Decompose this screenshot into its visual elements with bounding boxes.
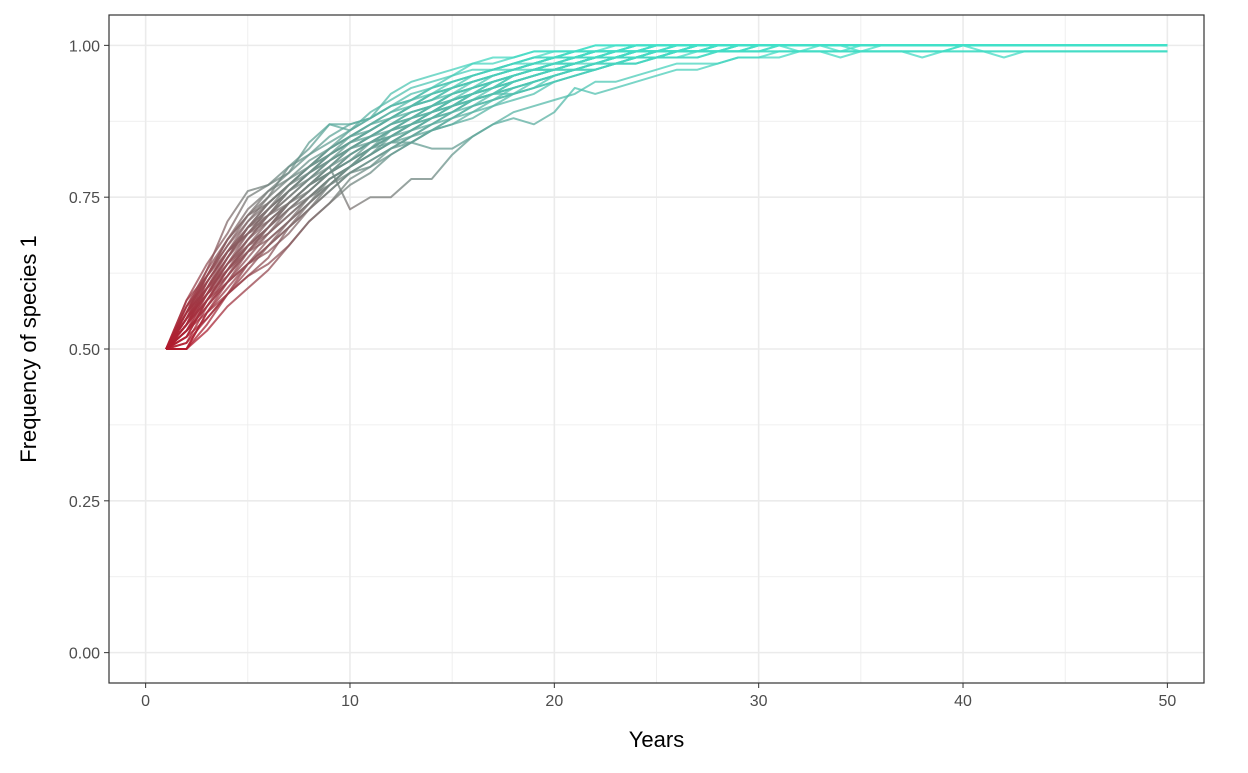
y-tick-label-2: 0.50: [69, 342, 100, 359]
x-tick-label-1: 10: [341, 693, 359, 710]
x-tick-label-4: 40: [954, 693, 972, 710]
x-axis-title: Years: [629, 727, 684, 752]
x-tick-label-5: 50: [1158, 693, 1176, 710]
series-line-38: [165, 50, 1168, 350]
series-line-39: [165, 44, 1168, 350]
x-tick-label-2: 20: [545, 693, 563, 710]
y-axis: 0.00 0.25 0.50 0.75 1.00: [69, 38, 109, 663]
y-tick-label-0: 0.00: [69, 646, 100, 663]
y-axis-title: Frequency of species 1: [16, 235, 41, 462]
x-tick-label-3: 30: [750, 693, 768, 710]
y-tick-label-3: 0.75: [69, 190, 100, 207]
x-axis: 0 10 20 30 40 50: [141, 683, 1176, 710]
y-tick-label-4: 1.00: [69, 38, 100, 55]
series-lines: [165, 44, 1168, 350]
x-tick-label-0: 0: [141, 693, 150, 710]
y-tick-label-1: 0.25: [69, 494, 100, 511]
